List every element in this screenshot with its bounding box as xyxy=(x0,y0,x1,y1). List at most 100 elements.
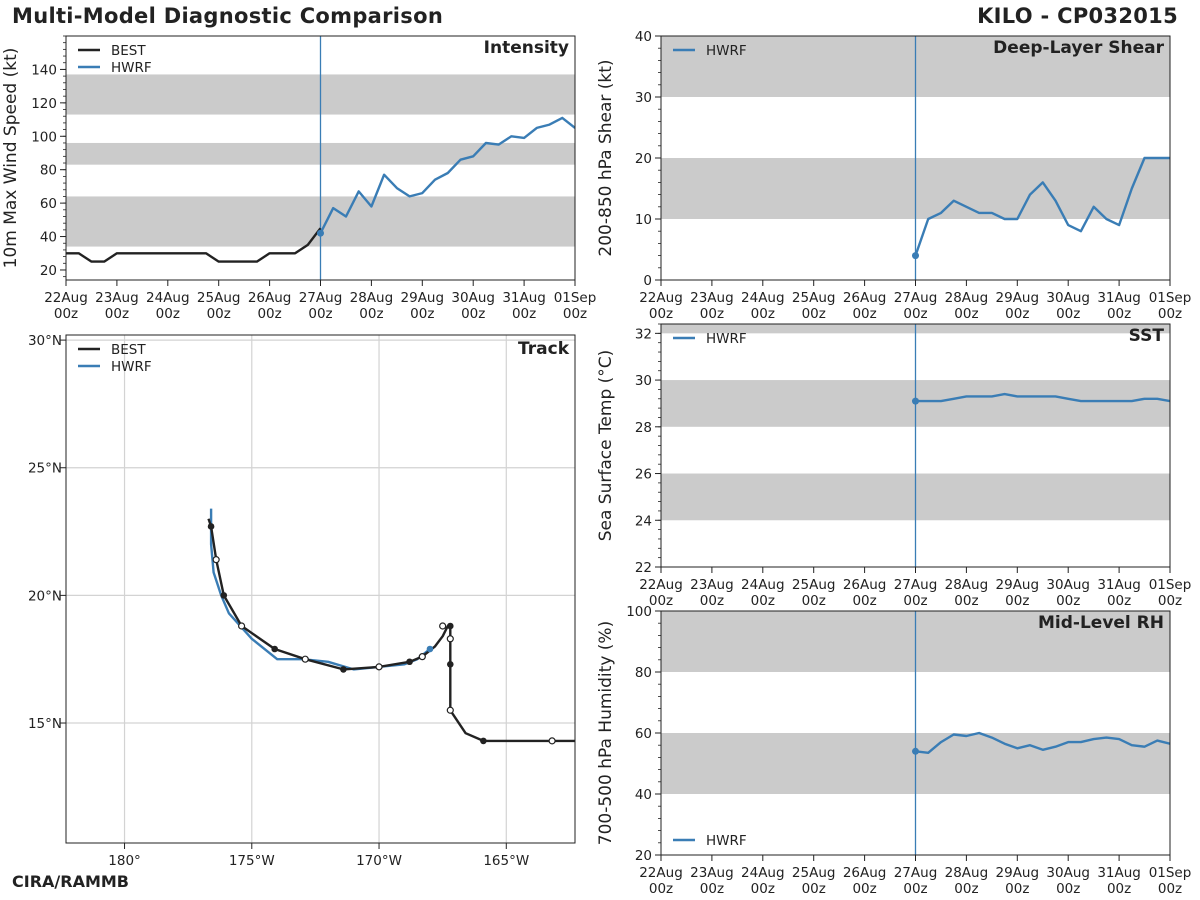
sst-xtick-label-line: 00z xyxy=(1158,593,1182,609)
shear-xtick-label-line: 00z xyxy=(852,306,876,322)
track-marker-best xyxy=(480,737,487,745)
rh-xtick-label-line: 28Aug xyxy=(945,865,989,881)
rh-series-hwrf xyxy=(915,731,1170,754)
shear-xtick-label-line: 00z xyxy=(1158,306,1182,322)
sst-xtick-label-line: 31Aug xyxy=(1097,577,1141,593)
shear-xtick-label: 24Aug 00z xyxy=(741,290,785,322)
intensity-ytick-label: 100 xyxy=(31,129,57,145)
intensity-xtick-label-line: 23Aug xyxy=(95,290,139,306)
track-ytick-label: 20°N xyxy=(28,588,62,604)
rh-xtick-label: 01Sep 00z xyxy=(1149,865,1192,897)
track-marker-best xyxy=(340,666,347,673)
intensity-xtick-label: 25Aug 00z xyxy=(197,290,241,322)
rh-xtick-label-line: 30Aug xyxy=(1046,865,1090,881)
shear-xtick-label: 30Aug 00z xyxy=(1046,290,1090,322)
shear-xtick-label: 27Aug 00z xyxy=(894,290,938,322)
sst-point-hwrf xyxy=(912,397,919,405)
sst-xtick-label: 22Aug 00z xyxy=(639,577,683,609)
sst-title: SST xyxy=(1129,326,1165,346)
intensity-ytick-label: 40 xyxy=(40,230,57,246)
sst-xtick-label-line: 00z xyxy=(852,593,876,609)
rh-xtick-label: 25Aug 00z xyxy=(792,865,836,897)
shear-ylabel: 200-850 hPa Shear (kt) xyxy=(596,59,616,256)
rh-xtick-label: 28Aug 00z xyxy=(945,865,989,897)
sst-xtick-label: 01Sep 00z xyxy=(1149,577,1192,609)
rh-xtick-label-line: 00z xyxy=(903,881,927,897)
rh-xtick-label: 30Aug 00z xyxy=(1046,865,1090,897)
shear-xtick-label: 29Aug 00z xyxy=(996,290,1040,322)
track-marker-best xyxy=(212,556,220,564)
track-marker-best xyxy=(548,737,556,745)
intensity-xtick-label-line: 29Aug xyxy=(401,290,445,306)
sst-xtick-label: 29Aug 00z xyxy=(996,577,1040,609)
track-frame xyxy=(65,334,576,844)
shear-xtick-label-line: 29Aug xyxy=(996,290,1040,306)
shear-xtick-label-line: 00z xyxy=(649,306,673,322)
shear-xtick-label-line: 00z xyxy=(1005,306,1029,322)
intensity-xtick-label-line: 24Aug xyxy=(146,290,190,306)
shear-frame xyxy=(660,35,1171,281)
sst-xtick-label: 28Aug 00z xyxy=(945,577,989,609)
track-xtick-label: 165°W xyxy=(483,853,529,869)
sst-xtick-label: 23Aug 00z xyxy=(690,577,734,609)
rh-xtick-label-line: 23Aug xyxy=(690,865,734,881)
shear-ytick-label: 20 xyxy=(635,151,652,167)
intensity-xtick-label-line: 00z xyxy=(105,306,129,322)
sst-xtick-label-line: 00z xyxy=(1107,593,1131,609)
sst-xtick-label-line: 00z xyxy=(954,593,978,609)
shear-ytick-label: 30 xyxy=(635,90,652,106)
sst-xtick-label: 26Aug 00z xyxy=(843,577,887,609)
sst-xtick-label: 27Aug 00z xyxy=(894,577,938,609)
sst-xtick-label-line: 29Aug xyxy=(996,577,1040,593)
shear-xtick-label: 28Aug 00z xyxy=(945,290,989,322)
shear-xtick-label: 25Aug 00z xyxy=(792,290,836,322)
rh-xtick-label-line: 00z xyxy=(1107,881,1131,897)
rh-xtick-label: 31Aug 00z xyxy=(1097,865,1141,897)
track-marker-best xyxy=(220,592,228,599)
intensity-ytick-label: 120 xyxy=(31,96,57,112)
intensity-xtick-label-line: 00z xyxy=(308,306,332,322)
shear-ytick-label: 40 xyxy=(635,29,652,45)
intensity-xtick-label-line: 25Aug xyxy=(197,290,241,306)
intensity-xtick-label: 23Aug 00z xyxy=(95,290,139,322)
sst-ytick-label: 24 xyxy=(635,513,652,529)
shear-xtick-label-line: 31Aug xyxy=(1097,290,1141,306)
track-legend-label: HWRF xyxy=(111,359,152,375)
intensity-ylabel: 10m Max Wind Speed (kt) xyxy=(1,48,21,269)
track-panel: 180° 175°W 170°W 165°W 15°N 20°N 25°N 30°N Track… xyxy=(28,333,576,869)
intensity-title: Intensity xyxy=(484,38,569,58)
shear-point-hwrf xyxy=(912,252,919,260)
intensity-xtick-label-line: 00z xyxy=(359,306,383,322)
sst-xtick-label: 31Aug 00z xyxy=(1097,577,1141,609)
shear-xtick-label-line: 00z xyxy=(700,306,724,322)
sst-xtick-label-line: 00z xyxy=(751,593,775,609)
intensity-xtick-label: 27Aug 00z xyxy=(299,290,343,322)
track-path-hwrf xyxy=(209,508,431,671)
track-marker-best xyxy=(375,663,383,671)
shear-xtick-label-line: 00z xyxy=(1056,306,1080,322)
shear-title: Deep-Layer Shear xyxy=(993,38,1164,58)
credit-label: CIRA/RAMMB xyxy=(12,872,129,891)
intensity-xtick-label-line: 31Aug xyxy=(502,290,546,306)
intensity-xtick-label-line: 26Aug xyxy=(248,290,292,306)
rh-legend-label: HWRF xyxy=(706,833,747,849)
rh-xtick-label-line: 00z xyxy=(649,881,673,897)
intensity-xtick-label-line: 30Aug xyxy=(451,290,495,306)
rh-xtick-label-line: 31Aug xyxy=(1097,865,1141,881)
rh-xtick-label-line: 00z xyxy=(1005,881,1029,897)
intensity-ytick-label: 20 xyxy=(40,263,57,279)
intensity-xtick-label-line: 00z xyxy=(563,306,587,322)
track-marker-best xyxy=(406,658,413,666)
intensity-legend-label: BEST xyxy=(111,43,146,59)
rh-frame xyxy=(660,610,1171,856)
storm-id-label: KILO - CP032015 xyxy=(977,4,1178,28)
rh-xtick-label-line: 00z xyxy=(852,881,876,897)
track-ytick-label: 15°N xyxy=(28,716,62,732)
intensity-xtick-label-line: 00z xyxy=(461,306,485,322)
sst-ylabel: Sea Surface Temp (°C) xyxy=(596,350,616,542)
shear-xtick-label: 26Aug 00z xyxy=(843,290,887,322)
intensity-xtick-label-line: 00z xyxy=(257,306,281,322)
intensity-ytick-label: 80 xyxy=(40,163,57,179)
